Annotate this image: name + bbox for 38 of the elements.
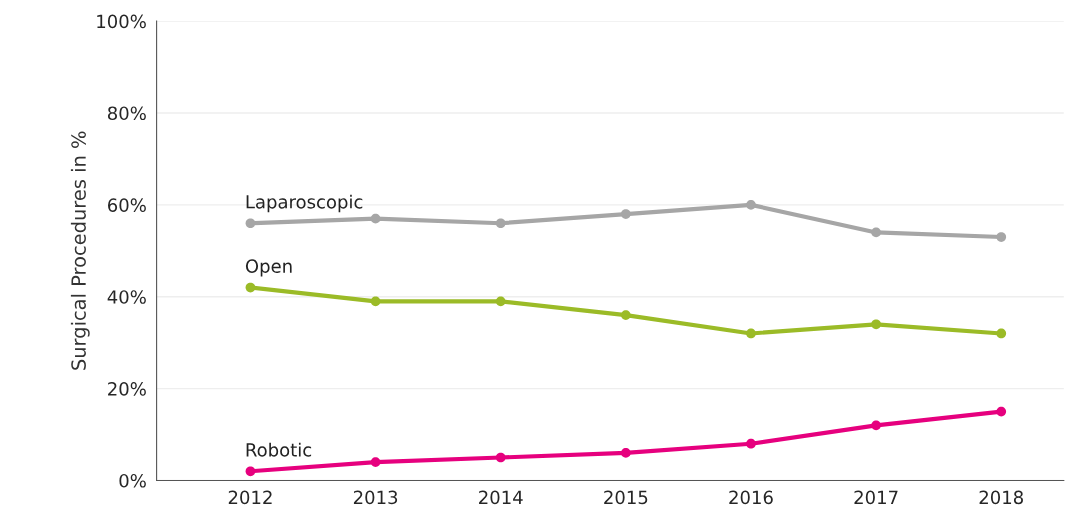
- y-tick-label: 0%: [119, 473, 146, 488]
- x-tick-label: 2013: [353, 490, 398, 505]
- point: [245, 282, 256, 293]
- y-tick-label: 60%: [108, 198, 146, 212]
- point: [245, 466, 256, 477]
- x-tick-label: 2012: [228, 490, 272, 505]
- series-label: Laparoscopic: [246, 194, 363, 213]
- point: [620, 209, 631, 219]
- series-label: Robotic: [246, 442, 312, 457]
- point: [996, 328, 1007, 339]
- x-tick-label: 2016: [729, 490, 773, 505]
- y-axis-title: Surgical Procedures in %: [70, 131, 90, 370]
- x-tick-label: 2017: [854, 490, 898, 505]
- series-label: Open: [245, 259, 292, 277]
- x-tick-label: 2015: [604, 490, 648, 505]
- point: [620, 310, 631, 320]
- x-tick-label: 2018: [979, 490, 1023, 505]
- point: [871, 227, 881, 238]
- point: [746, 438, 756, 449]
- point: [495, 296, 506, 307]
- point: [370, 296, 381, 307]
- y-tick-label: 100%: [97, 14, 146, 29]
- point: [746, 200, 756, 210]
- y-tick-label: 40%: [107, 290, 146, 304]
- point: [370, 457, 381, 467]
- point: [996, 232, 1007, 242]
- point: [871, 319, 881, 330]
- y-tick-label: 20%: [108, 382, 146, 396]
- point: [370, 213, 381, 224]
- point: [746, 328, 756, 339]
- y-tick-label: 80%: [107, 106, 146, 121]
- point: [620, 448, 631, 458]
- point: [996, 406, 1007, 417]
- point: [245, 218, 256, 229]
- point: [495, 452, 506, 463]
- x-tick-label: 2014: [479, 490, 523, 505]
- point: [495, 218, 506, 229]
- point: [871, 420, 881, 431]
